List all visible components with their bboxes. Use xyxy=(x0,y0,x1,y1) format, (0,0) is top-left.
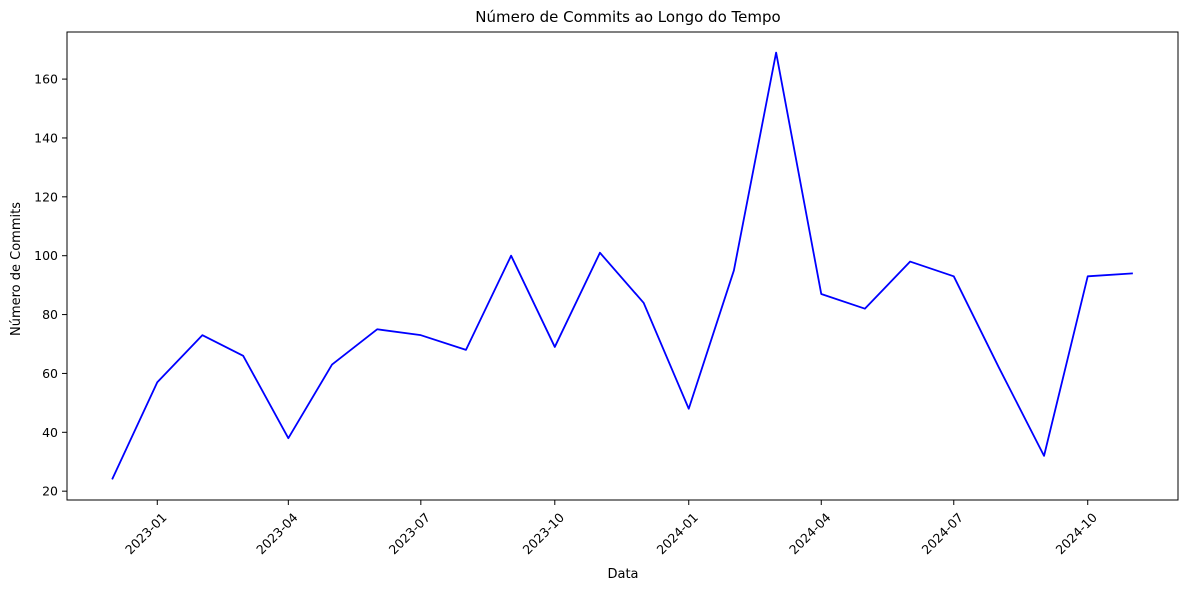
x-tick-label: 2024-07 xyxy=(919,510,967,558)
y-tick-label: 120 xyxy=(34,189,58,204)
x-tick-label: 2023-07 xyxy=(386,510,434,558)
x-axis-label: Data xyxy=(607,567,638,582)
x-tick-label: 2023-04 xyxy=(253,510,301,558)
y-tick-label: 80 xyxy=(42,307,58,322)
x-tick-label: 2024-01 xyxy=(654,510,702,558)
x-tick-label: 2024-10 xyxy=(1052,510,1100,558)
y-tick-label: 20 xyxy=(42,484,58,499)
y-tick-label: 40 xyxy=(42,425,58,440)
plot-lines xyxy=(111,51,1133,480)
y-tick-label: 160 xyxy=(34,72,58,87)
y-axis: 20 40 60 80 100 120 140 160 xyxy=(34,72,67,499)
y-tick-label: 60 xyxy=(42,366,58,381)
y-tick-label: 140 xyxy=(34,130,58,145)
x-tick-label: 2024-04 xyxy=(786,510,834,558)
y-tick-label: 100 xyxy=(34,248,58,263)
x-tick-label: 2023-01 xyxy=(122,510,170,558)
series-line xyxy=(111,51,1133,480)
chart-title: Número de Commits ao Longo do Tempo xyxy=(475,8,780,26)
plot-frame xyxy=(66,31,1179,501)
x-axis: 2023-01 2023-04 2023-07 2023-10 2024-01 2024-… xyxy=(122,500,1100,557)
x-tick-label: 2023-10 xyxy=(520,510,568,558)
y-axis-label: Número de Commits xyxy=(9,202,24,336)
